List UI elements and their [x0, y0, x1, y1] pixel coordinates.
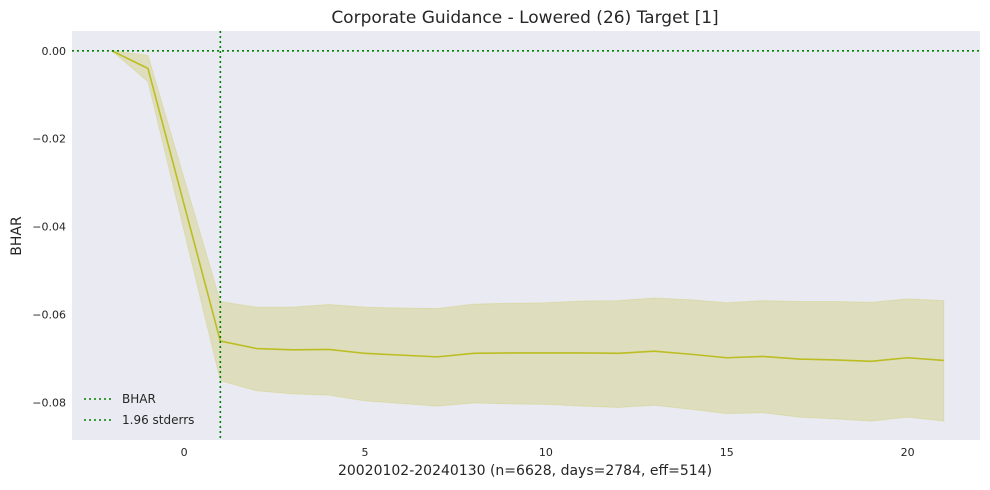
reference-lines-layer [72, 31, 980, 440]
y-tick-label: 0.00 [42, 45, 67, 58]
y-tick-label: −0.02 [32, 133, 66, 146]
x-tick-label: 0 [181, 446, 188, 459]
legend-label-stderrs: 1.96 stderrs [122, 413, 194, 427]
x-tick-label: 5 [362, 446, 369, 459]
confidence-band [110, 50, 945, 422]
y-axis-label: BHAR [9, 216, 25, 256]
confidence-band-layer [110, 50, 945, 422]
x-tick-label: 10 [539, 446, 553, 459]
legend-label-bhar: BHAR [122, 392, 156, 406]
x-axis-label: 20020102-20240130 (n=6628, days=2784, ef… [338, 463, 712, 479]
bhar-line [111, 50, 944, 363]
y-tick-label: −0.04 [32, 221, 66, 234]
x-tick-labels: 0 5 10 15 20 [181, 446, 915, 459]
x-tick-label: 20 [901, 446, 915, 459]
chart-title: Corporate Guidance - Lowered (26) Target… [331, 8, 718, 28]
x-tick-label: 15 [720, 446, 734, 459]
y-tick-label: −0.08 [32, 397, 66, 410]
y-tick-labels: 0.00 −0.02 −0.04 −0.06 −0.08 [32, 45, 66, 410]
series-line-layer [111, 50, 944, 363]
y-tick-label: −0.06 [32, 309, 66, 322]
legend: BHAR 1.96 stderrs [84, 392, 194, 427]
plot-area [72, 31, 980, 440]
